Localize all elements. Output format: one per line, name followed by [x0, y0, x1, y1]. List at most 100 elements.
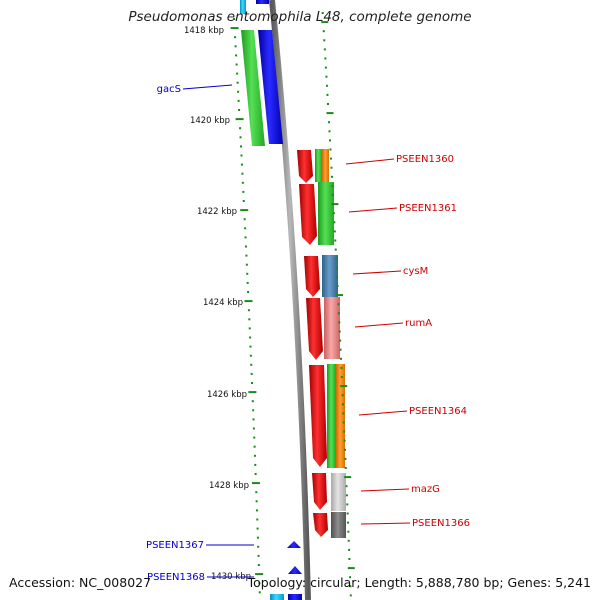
gene-red-arrow-2	[299, 184, 317, 245]
label-PSEEN1360[interactable]: PSEEN1360	[396, 154, 454, 165]
reverse-gene-labels: PSEEN1360 PSEEN1361 cysM rumA PSEEN1364 …	[345, 154, 470, 529]
minor-tick-inner	[241, 181, 244, 184]
minor-tick-inner	[255, 491, 258, 494]
minor-tick-outer	[331, 184, 334, 187]
minor-tick-outer	[344, 448, 347, 451]
minor-tick-inner	[247, 309, 250, 312]
minor-tick-inner	[249, 354, 252, 357]
minor-tick-outer	[325, 75, 328, 78]
minor-tick-outer	[345, 494, 348, 497]
minor-tick-inner	[234, 45, 237, 48]
minor-tick-outer	[321, 12, 324, 14]
minor-tick-inner	[257, 545, 260, 548]
minor-tick-outer	[346, 503, 349, 506]
minor-tick-outer	[333, 221, 336, 224]
minor-tick-outer	[342, 412, 345, 415]
genome-title: Pseudomonas entomophila L48, complete ge…	[128, 9, 472, 25]
minor-tick-inner	[239, 127, 242, 130]
minor-tick-outer	[338, 321, 341, 324]
gene-red-arrow-7	[313, 513, 328, 537]
minor-tick-inner	[240, 154, 243, 157]
minor-tick-inner	[242, 190, 245, 193]
minor-tick-inner	[258, 582, 261, 585]
minor-tick-inner	[253, 454, 256, 457]
minor-tick-outer	[322, 30, 325, 33]
minor-tick-outer	[329, 157, 332, 160]
tick-label-1422: 1422 kbp	[197, 207, 237, 217]
minor-tick-outer	[349, 576, 352, 579]
minor-tick-outer	[324, 66, 327, 69]
tick-label-1418: 1418 kbp	[184, 26, 224, 36]
minor-tick-outer	[325, 84, 328, 87]
gene-PSEEN1368-arrow	[288, 566, 302, 574]
label-PSEEN1361[interactable]: PSEEN1361	[399, 203, 457, 214]
minor-tick-inner	[249, 345, 252, 348]
gene-bottom-blue	[288, 594, 302, 600]
minor-tick-inner	[243, 218, 246, 221]
minor-tick-outer	[328, 130, 331, 133]
major-tick-inner	[240, 209, 249, 212]
minor-tick-inner	[256, 536, 259, 539]
minor-tick-outer	[342, 421, 345, 424]
minor-tick-outer	[348, 548, 351, 551]
minor-tick-inner	[247, 291, 250, 293]
label-PSEEN1367[interactable]: PSEEN1367	[146, 540, 204, 551]
minor-tick-outer	[330, 175, 333, 178]
label-mazG[interactable]: mazG	[411, 484, 440, 495]
minor-tick-inner	[256, 518, 259, 521]
gene-lightgray	[331, 473, 346, 511]
minor-tick-outer	[331, 194, 334, 196]
minor-tick-outer	[328, 139, 331, 142]
minor-tick-inner	[244, 245, 247, 248]
label-cysM[interactable]: cysM	[403, 266, 428, 277]
minor-tick-outer	[349, 594, 352, 597]
major-tick-inner	[251, 482, 260, 485]
footer-bar: Accession: NC_008027 Topology: circular;…	[0, 573, 600, 600]
label-gacS[interactable]: gacS	[157, 84, 181, 95]
minor-tick-outer	[335, 257, 338, 260]
label-rumA[interactable]: rumA	[405, 318, 432, 329]
minor-tick-inner	[240, 163, 243, 166]
minor-tick-outer	[327, 121, 330, 124]
minor-tick-outer	[324, 57, 327, 60]
minor-tick-inner	[235, 63, 238, 66]
major-tick-inner	[255, 573, 264, 576]
minor-tick-inner	[257, 554, 260, 557]
minor-tick-outer	[345, 485, 348, 488]
minor-tick-inner	[244, 227, 247, 230]
minor-tick-inner	[236, 81, 239, 84]
gene-orange-long	[336, 364, 345, 468]
major-tick-inner	[235, 118, 244, 121]
major-tick-inner	[230, 27, 239, 30]
minor-tick-outer	[343, 430, 346, 433]
minor-tick-outer	[343, 439, 346, 442]
minor-tick-inner	[250, 363, 253, 366]
minor-tick-outer	[339, 348, 342, 351]
major-tick-outer	[326, 112, 334, 115]
minor-tick-inner	[248, 327, 251, 330]
label-PSEEN1366[interactable]: PSEEN1366	[412, 518, 470, 529]
gene-red-arrow-4	[306, 298, 323, 360]
minor-tick-outer	[341, 394, 344, 397]
label-PSEEN1364[interactable]: PSEEN1364	[409, 406, 467, 417]
label-PSEEN1368[interactable]: PSEEN1368	[147, 572, 205, 583]
gene-red-arrow-1	[297, 150, 313, 183]
tick-label-1426: 1426 kbp	[207, 390, 247, 400]
minor-tick-outer	[344, 457, 347, 460]
minor-tick-inner	[252, 418, 255, 421]
minor-tick-inner	[255, 500, 258, 503]
minor-tick-inner	[239, 136, 242, 139]
minor-tick-outer	[342, 403, 345, 406]
minor-tick-inner	[252, 427, 255, 430]
minor-tick-inner	[246, 272, 249, 275]
minor-tick-inner	[256, 527, 259, 530]
minor-tick-inner	[234, 36, 237, 39]
gene-red-arrow-5	[309, 365, 327, 467]
minor-tick-inner	[258, 591, 261, 594]
minor-tick-outer	[347, 530, 350, 533]
scale-labels: 1418 kbp 1420 kbp 1422 kbp 1424 kbp 1426…	[184, 26, 251, 582]
minor-tick-outer	[329, 148, 332, 151]
minor-tick-inner	[244, 236, 247, 239]
minor-tick-inner	[235, 54, 238, 57]
major-tick-outer	[340, 385, 348, 388]
